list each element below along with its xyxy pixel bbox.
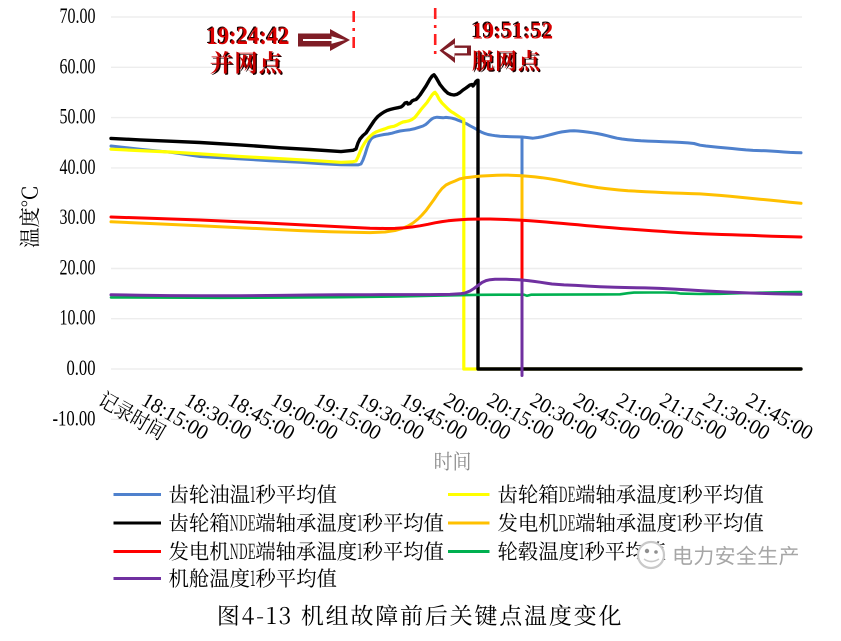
svg-text:70.00: 70.00 xyxy=(60,3,96,28)
svg-text:19:51:52: 19:51:52 xyxy=(472,18,553,43)
svg-text:50.00: 50.00 xyxy=(60,104,96,129)
svg-text:19:24:42: 19:24:42 xyxy=(207,23,290,50)
svg-text:0.00: 0.00 xyxy=(67,355,96,380)
svg-text:10.00: 10.00 xyxy=(60,305,96,330)
svg-text:19:24:42: 19:24:42 xyxy=(205,22,288,49)
svg-text:60.00: 60.00 xyxy=(60,53,96,78)
svg-text:20.00: 20.00 xyxy=(60,255,96,280)
svg-text:19:51:52: 19:51:52 xyxy=(471,17,552,42)
svg-text:-10.00: -10.00 xyxy=(53,405,96,430)
svg-text:40.00: 40.00 xyxy=(60,154,96,179)
svg-text:30.00: 30.00 xyxy=(60,204,96,229)
